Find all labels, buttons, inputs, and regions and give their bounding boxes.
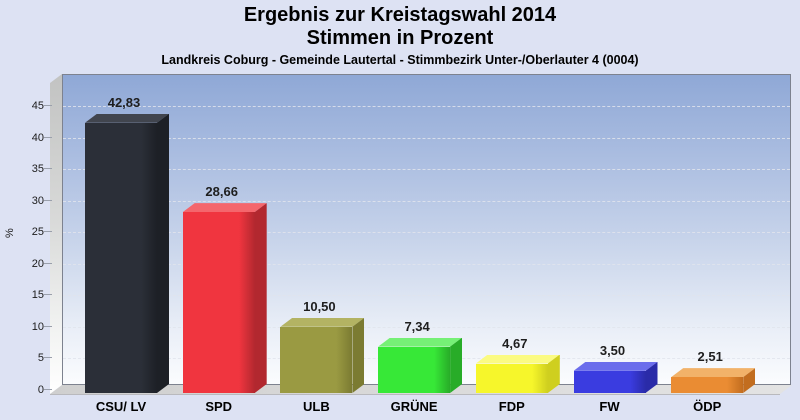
bar-ulb-side	[352, 318, 364, 393]
y-tick-label-5: 5	[37, 352, 44, 365]
plot-floor-edge	[50, 394, 780, 395]
category-label-grune: GRÜNE	[390, 399, 438, 414]
y-tick-mark-40	[44, 136, 52, 138]
bar-fdp-front	[475, 363, 548, 393]
bar-spd-front	[182, 212, 255, 393]
value-label-odp: 2,51	[697, 349, 723, 365]
y-tick-label-45: 45	[31, 100, 44, 113]
category-label-odp: ÖDP	[693, 399, 722, 414]
bar-csu-lv-side	[157, 114, 169, 393]
value-label-spd: 28,66	[205, 184, 238, 200]
value-label-fdp: 4,67	[502, 335, 528, 351]
gridline-20	[63, 263, 790, 265]
y-tick-label-0: 0	[37, 384, 44, 396]
bar-fw-side	[646, 362, 658, 393]
gridline-30	[63, 200, 790, 202]
bar-grune-top	[378, 338, 462, 347]
bar-ulb-top	[280, 318, 364, 327]
chart-title-line1: Ergebnis zur Kreistagswahl 2014	[243, 4, 557, 26]
bar-csu-lv-top	[85, 114, 169, 123]
gridline-35	[63, 169, 790, 171]
y-tick-label-10: 10	[31, 320, 44, 333]
y-tick-label-30: 30	[31, 194, 44, 207]
bar-odp-front	[671, 377, 744, 393]
chart-header: Ergebnis zur Kreistagswahl 2014 Stimmen …	[0, 4, 800, 68]
value-label-csu-lv: 42,83	[107, 94, 141, 110]
bar-odp-top	[671, 368, 755, 377]
chart-caption: Landkreis Coburg - Gemeinde Lautertal - …	[161, 53, 639, 67]
bar-spd-side	[255, 203, 267, 393]
y-tick-label-20: 20	[31, 257, 44, 270]
bar-grune-side	[450, 338, 462, 393]
y-tick-mark-0	[44, 389, 52, 390]
gridline-10	[63, 326, 790, 328]
category-label-spd: SPD	[205, 399, 233, 414]
y-tick-mark-30	[44, 199, 52, 201]
category-label-csu-lv: CSU/ LV	[95, 399, 147, 414]
bar-fdp-top	[476, 355, 560, 364]
y-tick-label-40: 40	[31, 131, 44, 144]
y-tick-mark-35	[44, 168, 52, 170]
bar-fw-top	[574, 362, 658, 371]
value-label-ulb: 10,50	[303, 298, 336, 314]
value-label-grune: 7,34	[404, 318, 430, 334]
y-tick-mark-25	[44, 231, 52, 233]
bar-fw-front	[573, 370, 646, 393]
bar-ulb-front	[280, 326, 353, 393]
y-tick-mark-20	[44, 262, 52, 264]
y-tick-label-25: 25	[31, 226, 44, 239]
gridline-45	[63, 106, 790, 108]
category-label-fdp: FDP	[498, 399, 525, 414]
y-tick-mark-10	[44, 325, 52, 327]
gridline-15	[63, 295, 790, 297]
bar-spd-top	[183, 203, 267, 212]
category-label-ulb: ULB	[303, 399, 330, 414]
gridline-25	[63, 232, 790, 234]
y-tick-label-15: 15	[31, 289, 44, 302]
gridline-40	[63, 137, 790, 139]
y-tick-label-35: 35	[31, 163, 44, 176]
category-label-fw: FW	[599, 399, 620, 414]
y-tick-mark-15	[44, 294, 52, 296]
bar-csu-lv-front	[85, 122, 157, 393]
plot-left-wall	[50, 74, 62, 394]
bar-fdp-side	[548, 355, 560, 393]
value-label-fw: 3,50	[599, 342, 626, 358]
chart-title-line2: Stimmen in Prozent	[306, 27, 494, 49]
y-tick-mark-5	[44, 357, 52, 359]
y-tick-mark-45	[44, 105, 52, 107]
bar-grune-front	[378, 346, 451, 393]
